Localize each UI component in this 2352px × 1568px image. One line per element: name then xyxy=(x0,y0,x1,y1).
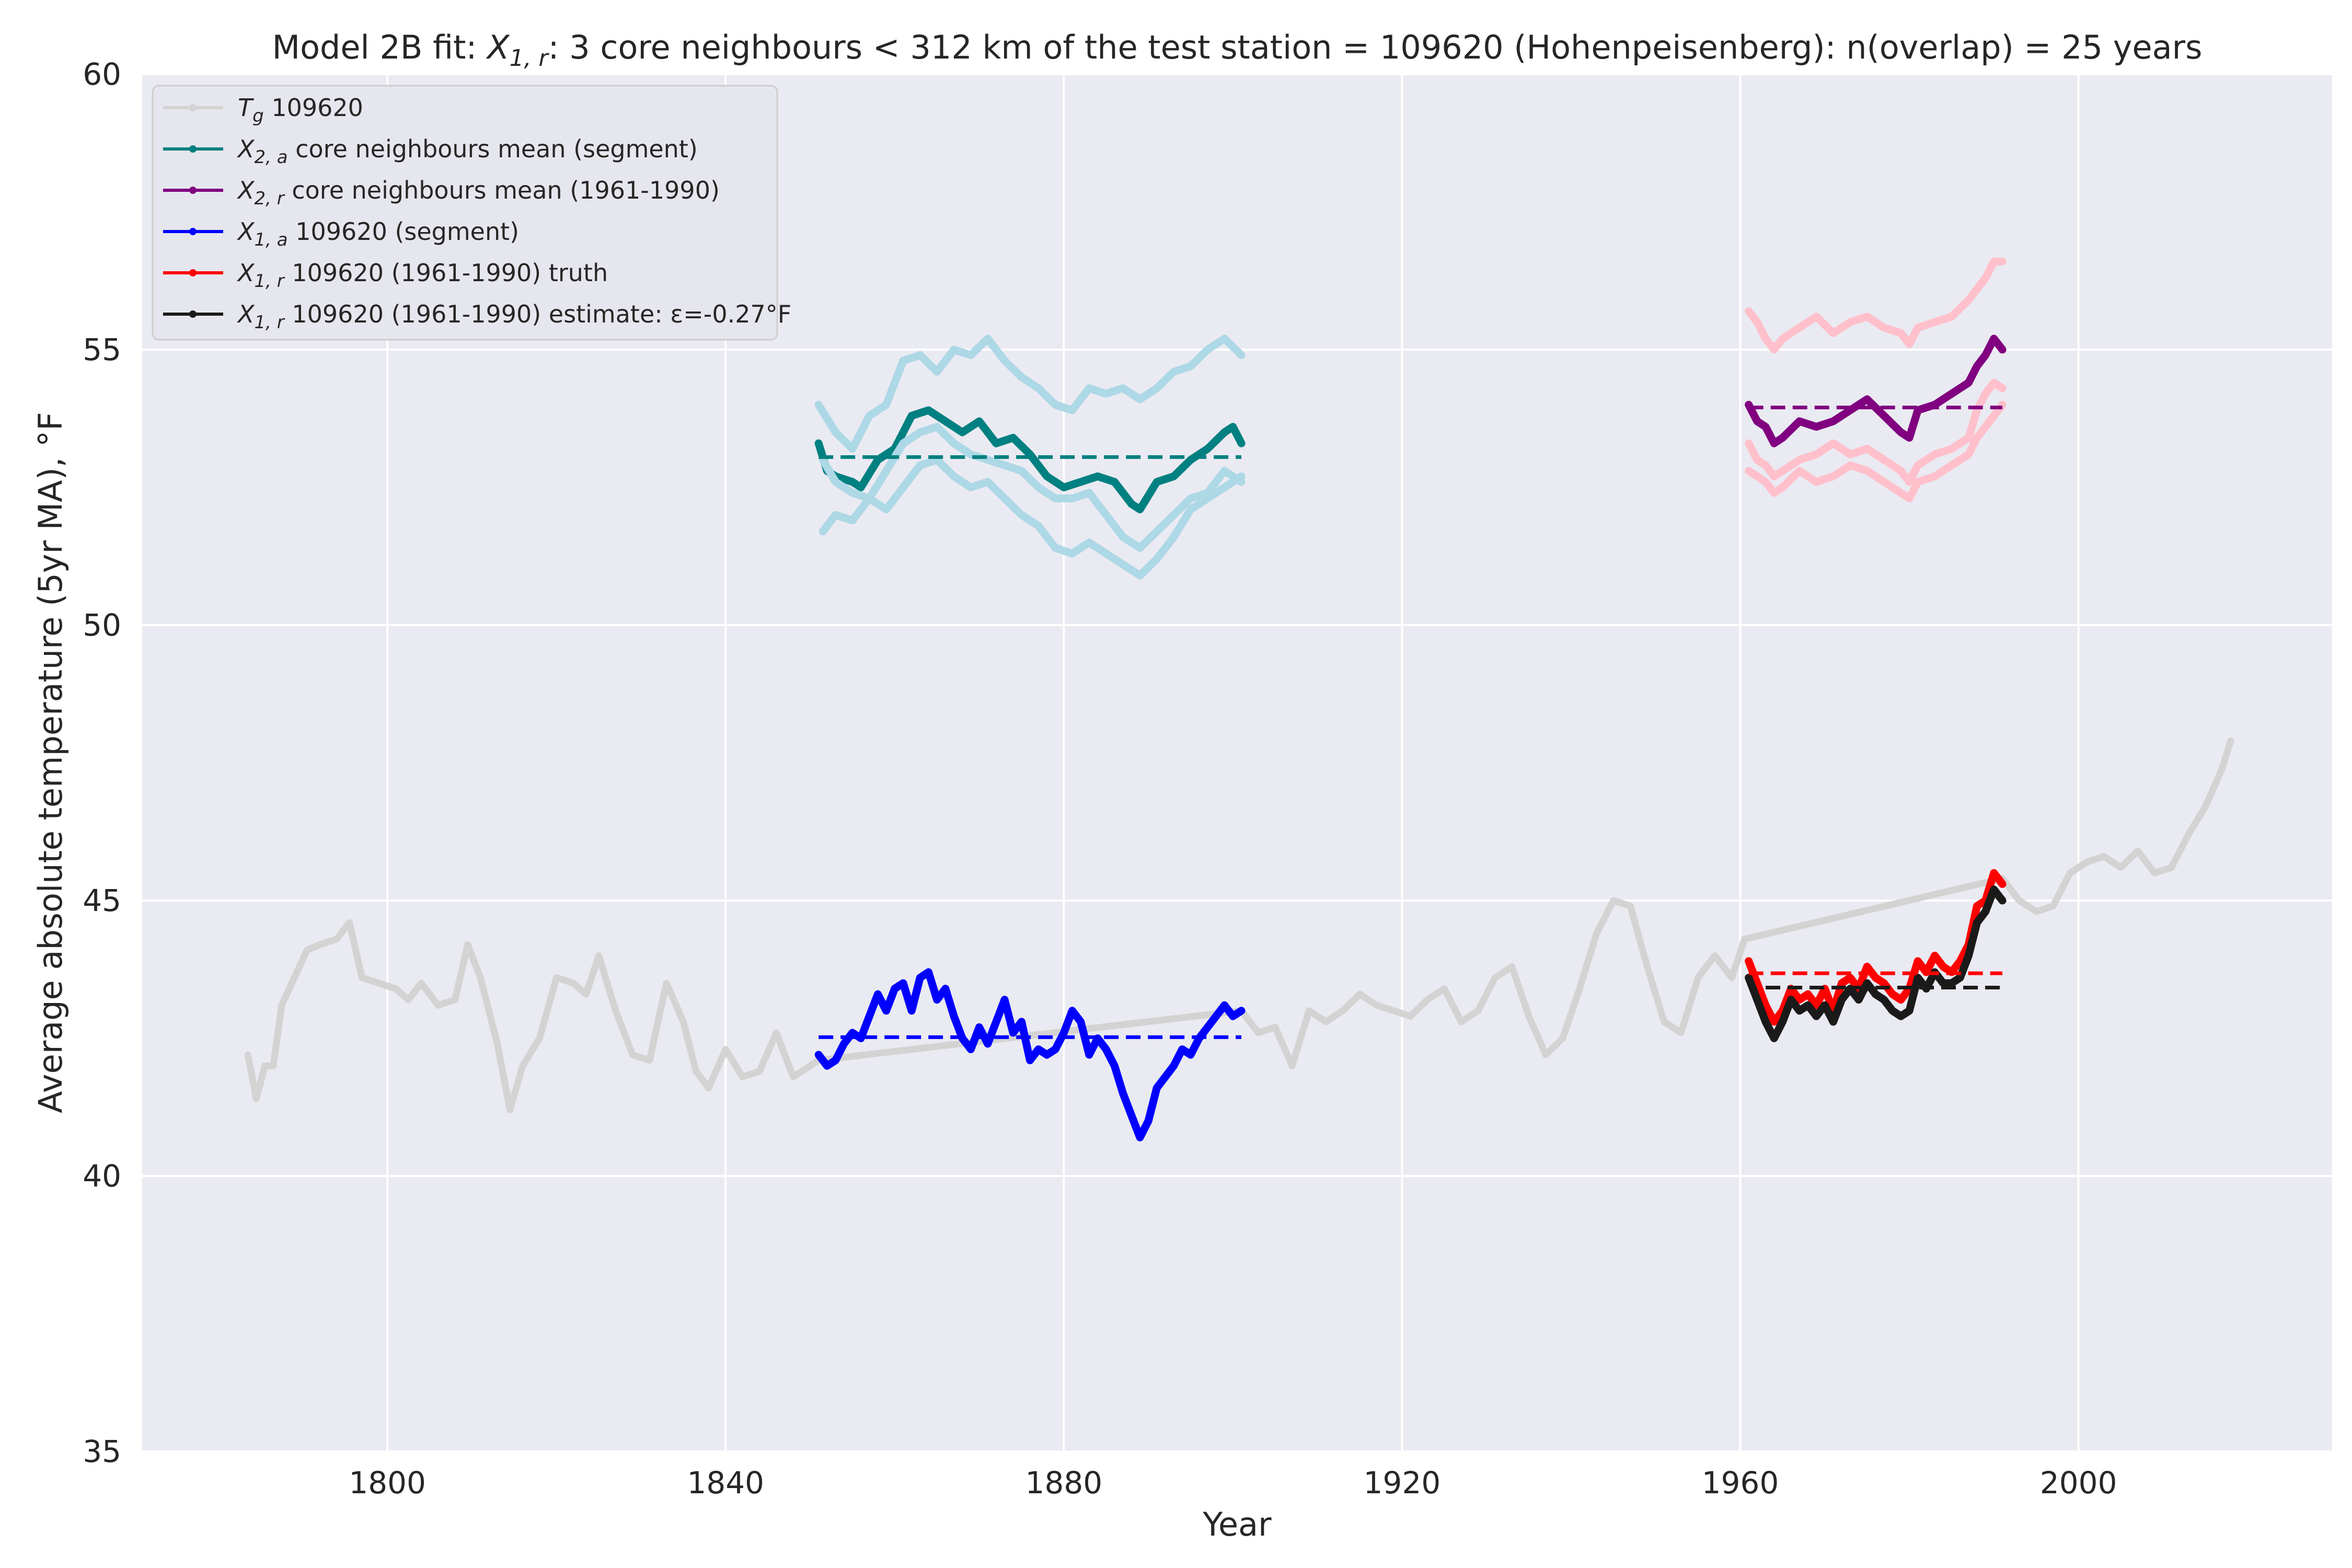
y-tick-label: 40 xyxy=(83,1158,121,1194)
series-line-9 xyxy=(814,968,1246,1142)
y-tick-label: 55 xyxy=(83,332,121,367)
y-axis-label: Average absolute temperature (5yr MA), °… xyxy=(31,412,70,1113)
series-line-2 xyxy=(814,335,1246,453)
mean-lines-group xyxy=(818,406,2003,1039)
legend-label: X2, a core neighbours mean (segment) xyxy=(237,135,698,168)
y-tick-label: 50 xyxy=(83,607,121,643)
series-line-8 xyxy=(1745,400,2007,503)
legend-marker xyxy=(189,187,197,194)
x-tick-label: 2000 xyxy=(2040,1465,2117,1501)
series-line-6 xyxy=(1745,257,2007,354)
x-tick-label: 1960 xyxy=(1702,1465,1779,1501)
legend-label: X2, r core neighbours mean (1961-1990) xyxy=(237,176,720,209)
legend-marker xyxy=(189,310,197,318)
x-tick-label: 1800 xyxy=(349,1465,426,1501)
y-tick-label: 35 xyxy=(83,1434,121,1469)
x-tick-label: 1920 xyxy=(1364,1465,1441,1501)
legend-marker xyxy=(189,145,197,153)
legend-marker xyxy=(189,104,197,111)
series-line-11 xyxy=(1745,885,2007,1042)
series-line-0 xyxy=(244,737,2234,1113)
series-line-3 xyxy=(818,423,1246,552)
series-line-7 xyxy=(1745,378,2007,486)
legend-box xyxy=(152,85,778,341)
legend-label: Tg 109620 xyxy=(238,94,363,126)
series-line-1 xyxy=(814,406,1246,514)
y-tick-label: 45 xyxy=(83,883,121,918)
legend-marker xyxy=(189,269,197,276)
series-line-5 xyxy=(1745,335,2007,447)
legend-label: X1, r 109620 (1961-1990) truth xyxy=(237,259,608,292)
x-tick-label: 1880 xyxy=(1025,1465,1103,1501)
legend-label: X1, r 109620 (1961-1990) estimate: ε=-0.… xyxy=(237,300,791,333)
chart-title-group: Model 2B fit: X1, r: 3 core neighbours <… xyxy=(272,28,2203,72)
legend-label: X1, a 109620 (segment) xyxy=(237,217,519,250)
y-tick-label: 60 xyxy=(83,56,121,92)
series-group xyxy=(244,257,2234,1142)
x-axis-label: Year xyxy=(1202,1505,1272,1543)
legend: Tg 109620 X2, a core neighbours mean (seg… xyxy=(152,85,791,341)
chart-title: Model 2B fit: X1, r: 3 core neighbours <… xyxy=(272,28,2203,72)
tick-labels: 1800 1840 1880 1920 1960 2000 35 40 45 50 55 60 xyxy=(83,56,2117,1501)
legend-marker xyxy=(189,228,197,235)
series-line-4 xyxy=(818,456,1246,580)
x-tick-label: 1840 xyxy=(687,1465,764,1501)
